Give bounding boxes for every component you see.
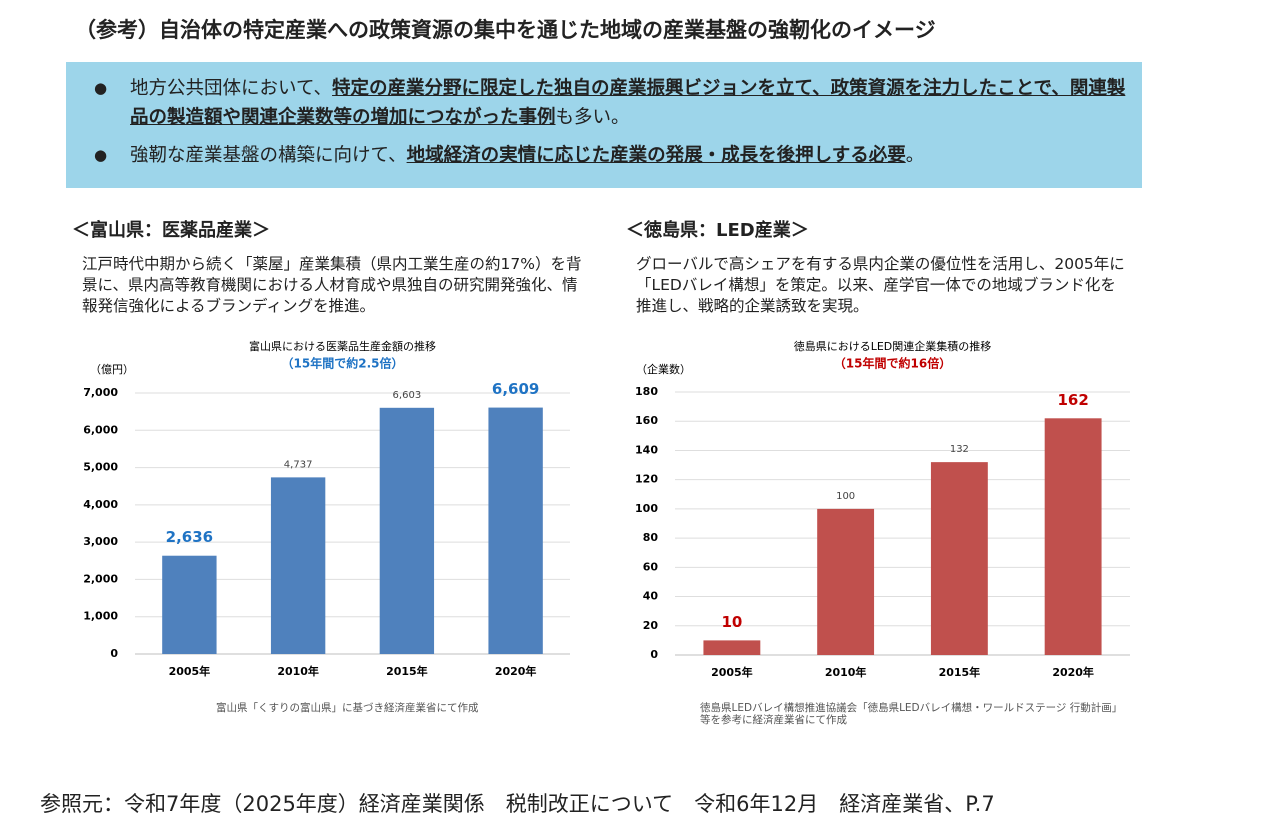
y-unit: （企業数） (636, 362, 691, 376)
x-tick-label: 2005年 (169, 664, 211, 678)
page-title: （参考）自治体の特定産業への政策資源の集中を通じた地域の産業基盤の強靭化のイメー… (75, 18, 936, 42)
y-tick-label: 3,000 (83, 535, 118, 548)
bar (817, 508, 875, 655)
bar (379, 407, 435, 654)
bullet-text: 地方公共団体において、 (130, 78, 333, 99)
bullet: 強靭な産業基盤の構築に向けて、地域経済の実情に応じた産業の発展・成長を後押しする… (94, 141, 1130, 170)
value-label: 100 (836, 491, 855, 502)
source-note: 徳島県LEDバレイ構想推進協議会「徳島県LEDバレイ構想・ワールドステージ 行動… (700, 702, 1122, 726)
y-tick-label: 140 (635, 443, 658, 456)
value-label: 2,636 (166, 528, 213, 546)
y-unit: （億円） (90, 363, 134, 376)
panel-description: グローバルで高シェアを有する県内企業の優位性を活用し、2005年に「LEDバレイ… (636, 255, 1125, 315)
source-line: 徳島県LEDバレイ構想推進協議会「徳島県LEDバレイ構想・ワールドステージ 行動… (700, 702, 1123, 714)
panel-heading: ＜富山県：医薬品産業＞ (72, 220, 270, 241)
bullet-list: 地方公共団体において、特定の産業分野に限定した独自の産業振興ビジョンを立て、政策… (66, 62, 1142, 170)
x-tick-label: 2010年 (277, 664, 319, 678)
y-tick-label: 120 (635, 473, 658, 486)
panel-heading: ＜徳島県：LED産業＞ (626, 220, 809, 241)
value-label: 162 (1057, 391, 1088, 409)
bar (703, 640, 761, 655)
y-tick-label: 40 (643, 590, 659, 603)
bullet-text: 強靭な産業基盤の構築に向けて、 (130, 145, 407, 166)
source-line: 等を参考に経済産業省にて作成 (700, 714, 847, 726)
chart-subtitle: （15年間で約16倍） (834, 356, 951, 371)
y-tick-label: 5,000 (83, 461, 118, 474)
y-tick-label: 6,000 (83, 423, 118, 436)
bullet-text: 。 (905, 145, 925, 166)
y-tick-label: 0 (110, 647, 118, 660)
value-label: 132 (950, 444, 969, 455)
value-label: 6,609 (492, 380, 539, 398)
value-label: 6,603 (393, 390, 422, 401)
y-tick-label: 2,000 (83, 572, 118, 585)
y-tick-label: 4,000 (83, 498, 118, 511)
x-tick-label: 2015年 (939, 665, 981, 679)
emphasis-text: 特定の産業分野に限定した独自の産業振興ビジョンを立て、政策資源を注力したことで、… (130, 78, 1126, 128)
x-tick-label: 2020年 (495, 664, 537, 678)
footer: 参照元：令和7年度（2025年度）経済産業関係 税制改正について 令和6年12月… (40, 792, 995, 816)
chart-title: 徳島県におけるLED関連企業集積の推移 (794, 339, 992, 353)
source-note: 富山県「くすりの富山県」に基づき経済産業省にて作成 (216, 702, 479, 714)
chart-subtitle: （15年間で約2.5倍） (282, 356, 404, 371)
bar (162, 555, 217, 654)
x-tick-label: 2015年 (386, 664, 428, 678)
y-tick-label: 1,000 (83, 610, 118, 623)
bullet-text: も多い。 (555, 107, 630, 128)
bar (930, 462, 988, 655)
bar (1044, 418, 1102, 655)
panel-description: 江戸時代中期から続く「薬屋」産業集積（県内工業生産の約17%）を背景に、県内高等… (82, 255, 582, 315)
y-tick-label: 60 (643, 560, 659, 573)
x-tick-label: 2010年 (825, 665, 867, 679)
summary-box: 地方公共団体において、特定の産業分野に限定した独自の産業振興ビジョンを立て、政策… (66, 62, 1142, 188)
bullet: 地方公共団体において、特定の産業分野に限定した独自の産業振興ビジョンを立て、政策… (94, 74, 1130, 132)
y-tick-label: 7,000 (83, 386, 118, 399)
x-tick-label: 2020年 (1052, 665, 1094, 679)
bar (270, 477, 326, 654)
emphasis-text: 地域経済の実情に応じた産業の発展・成長を後押しする必要 (406, 145, 906, 166)
bar (488, 407, 543, 654)
y-tick-label: 160 (635, 414, 658, 427)
y-tick-label: 20 (643, 619, 659, 632)
y-tick-label: 80 (643, 531, 659, 544)
value-label: 10 (721, 613, 742, 631)
y-tick-label: 100 (635, 502, 658, 515)
y-tick-label: 0 (650, 648, 658, 661)
value-label: 4,737 (284, 459, 313, 470)
x-tick-label: 2005年 (711, 665, 753, 679)
chart-title: 富山県における医薬品生産金額の推移 (249, 339, 436, 353)
source-line: 富山県「くすりの富山県」に基づき経済産業省にて作成 (216, 702, 479, 714)
y-tick-label: 180 (635, 385, 658, 398)
